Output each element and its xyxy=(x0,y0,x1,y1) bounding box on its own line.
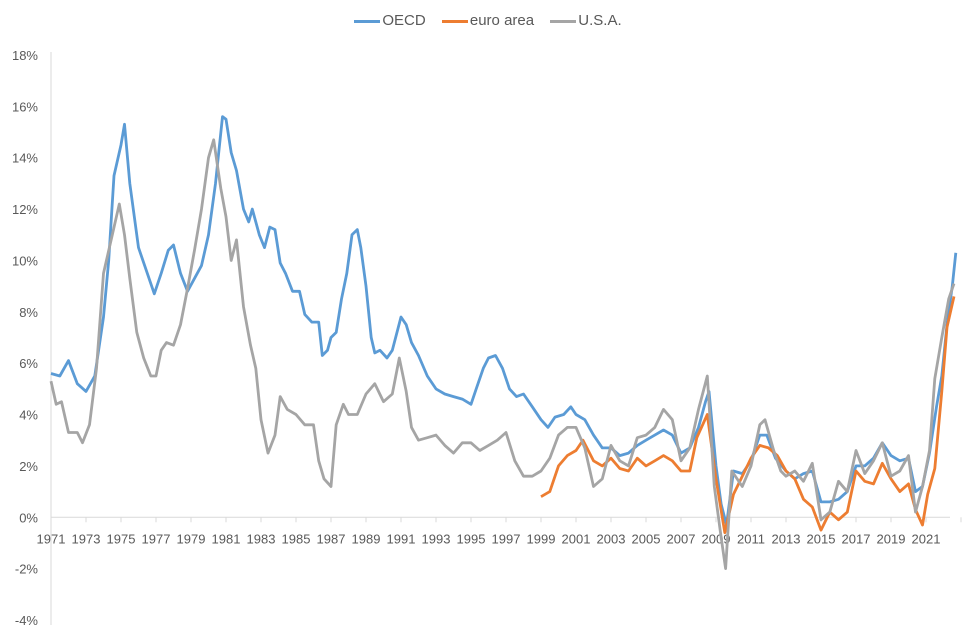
legend-swatch-euro-area xyxy=(441,19,468,23)
legend-item-euro-area[interactable]: euro area xyxy=(441,12,535,29)
x-tick-label: 1973 xyxy=(72,531,101,546)
x-tick-label: 1989 xyxy=(352,531,381,546)
x-tick-label: 1999 xyxy=(527,531,556,546)
y-tick-label: 14% xyxy=(12,151,38,166)
y-tick-label: 16% xyxy=(12,99,38,114)
x-tick-label: 2013 xyxy=(772,531,801,546)
x-tick-label: 2017 xyxy=(842,531,871,546)
y-tick-label: -2% xyxy=(15,562,39,577)
legend-swatch-oecd xyxy=(354,19,381,23)
x-tick-label: 1997 xyxy=(492,531,521,546)
x-tick-label: 2001 xyxy=(562,531,591,546)
legend-item-usa[interactable]: U.S.A. xyxy=(550,12,622,29)
x-tick-label: 1981 xyxy=(212,531,241,546)
x-tick-label: 2003 xyxy=(597,531,626,546)
series-lines xyxy=(49,115,958,570)
y-tick-label: 18% xyxy=(12,48,38,63)
x-tick-label: 1991 xyxy=(387,531,416,546)
y-tick-label: 10% xyxy=(12,253,38,268)
x-tick-label: 2005 xyxy=(632,531,661,546)
y-tick-label: 6% xyxy=(19,356,38,371)
chart-legend: OECD euro area U.S.A. xyxy=(0,12,976,29)
series-line-u-s-a xyxy=(49,138,956,570)
y-tick-label: 0% xyxy=(19,510,38,525)
x-tick-label: 1977 xyxy=(142,531,171,546)
legend-label-euro-area: euro area xyxy=(469,12,535,29)
x-tick-label: 1987 xyxy=(317,531,346,546)
x-tick-label: 1983 xyxy=(247,531,276,546)
legend-swatch-usa xyxy=(550,19,577,23)
x-tick-label: 2007 xyxy=(667,531,696,546)
x-tick-label: 1995 xyxy=(457,531,486,546)
series-line-oecd xyxy=(50,115,958,527)
y-tick-label: 4% xyxy=(19,408,38,423)
x-tick-label: 2015 xyxy=(807,531,836,546)
x-tick-label: 1979 xyxy=(177,531,206,546)
y-tick-label: 12% xyxy=(12,202,38,217)
legend-item-oecd[interactable]: OECD xyxy=(354,12,426,29)
x-tick-label: 1993 xyxy=(422,531,451,546)
legend-label-usa: U.S.A. xyxy=(578,12,622,29)
y-tick-label: 2% xyxy=(19,459,38,474)
legend-label-oecd: OECD xyxy=(382,12,426,29)
x-tick-label: 2011 xyxy=(737,531,765,546)
y-tick-label: 8% xyxy=(19,305,38,320)
series-line-euro-area xyxy=(540,296,956,535)
x-tick-label: 1971 xyxy=(37,531,66,546)
x-tick-label: 2019 xyxy=(877,531,906,546)
x-tick-label: 1985 xyxy=(282,531,311,546)
y-tick-label: -4% xyxy=(15,613,39,628)
axes: -4% -2% 0% 2% 4% 6% 8% 10% 12% 14% 16% 18% 1971 1973 1… xyxy=(12,48,962,628)
x-tick-label: 1975 xyxy=(107,531,136,546)
x-tick-label: 2021 xyxy=(912,531,941,546)
